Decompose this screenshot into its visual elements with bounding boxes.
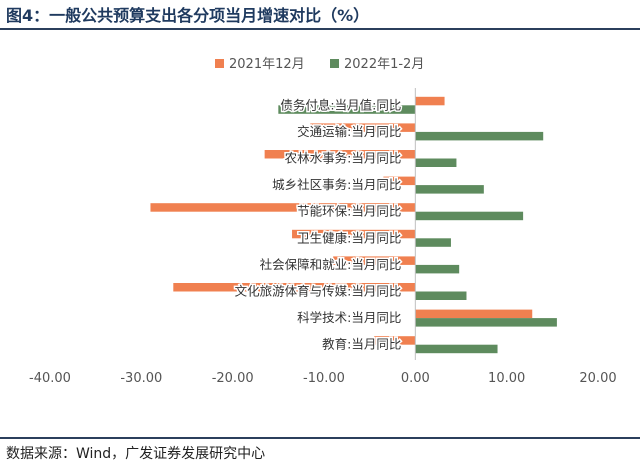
bar-jan-feb2022-0 <box>278 105 416 114</box>
bar-dec2021-7 <box>173 283 416 292</box>
bar-dec2021-0 <box>415 96 445 106</box>
category-label: 节能环保:当月同比 <box>297 204 401 219</box>
bar-jan-feb2022-8 <box>415 318 557 327</box>
category-labels: 债务付息:当月值:同比交通运输:当月同比农林水事务:当月同比城乡社区事务:当月同… <box>233 96 403 353</box>
bar-dec2021-1 <box>310 123 416 132</box>
source-note: 数据来源：Wind，广发证券发展研究中心 <box>6 446 266 462</box>
bar-jan-feb2022-7 <box>415 291 467 300</box>
category-label: 教育:当月同比 <box>322 337 401 352</box>
chart-axis: -40.00 -30.00 -20.00 -10.00 0.00 10.00 20.00 <box>29 88 617 386</box>
bar-dec2021-6 <box>333 256 416 265</box>
category-label: 城乡社区事务:当月同比 <box>272 177 401 192</box>
legend-swatch <box>215 59 224 68</box>
category-label: 卫生健康:当月同比 <box>297 230 401 245</box>
bar-jan-feb2022-4 <box>415 211 524 221</box>
bar-chart: 2021年12月 2022年1-2月 -40.00 -30.00 -20.00 -10.… <box>29 57 617 386</box>
category-label: 农林水事务:当月同比 <box>285 151 402 166</box>
chart-title: 图4：一般公共预算支出各分项当月增速对比（%） <box>6 6 370 25</box>
x-tick-label: -30.00 <box>120 371 162 386</box>
bar-jan-feb2022-1 <box>415 131 544 141</box>
x-tick-label: -10.00 <box>303 371 345 386</box>
bar-dec2021-9 <box>374 336 416 345</box>
x-tick-label: 10.00 <box>488 371 525 386</box>
legend-label: 2022年1-2月 <box>344 57 424 72</box>
chart-bars <box>150 96 557 354</box>
bar-dec2021-8 <box>415 309 533 319</box>
title-rule <box>0 28 640 30</box>
x-tick-label: 0.00 <box>401 371 430 386</box>
bar-dec2021-4 <box>150 203 416 212</box>
bar-jan-feb2022-9 <box>415 344 498 354</box>
category-label: 社会保障和就业:当月同比 <box>260 257 402 272</box>
bar-jan-feb2022-2 <box>415 158 457 167</box>
x-tick-label: 20.00 <box>579 371 616 386</box>
bar-dec2021-5 <box>292 229 416 239</box>
bar-jan-feb2022-5 <box>415 238 451 247</box>
footer-rule <box>0 437 640 439</box>
category-label: 交通运输:当月同比 <box>297 124 401 139</box>
legend-label: 2021年12月 <box>229 57 305 72</box>
x-tick-label: -20.00 <box>212 371 254 386</box>
chart-legend: 2021年12月 2022年1-2月 <box>215 57 424 72</box>
category-label: 债务付息:当月值:同比 <box>280 97 401 112</box>
x-tick-label: -40.00 <box>29 371 71 386</box>
category-label: 科学技术:当月同比 <box>297 310 401 325</box>
legend-swatch <box>330 59 339 68</box>
bar-jan-feb2022-6 <box>415 264 460 274</box>
bar-dec2021-2 <box>264 150 416 159</box>
bar-dec2021-3 <box>383 176 416 186</box>
category-label: 文化旅游体育与传媒:当月同比 <box>235 284 402 299</box>
bar-jan-feb2022-3 <box>415 185 484 194</box>
